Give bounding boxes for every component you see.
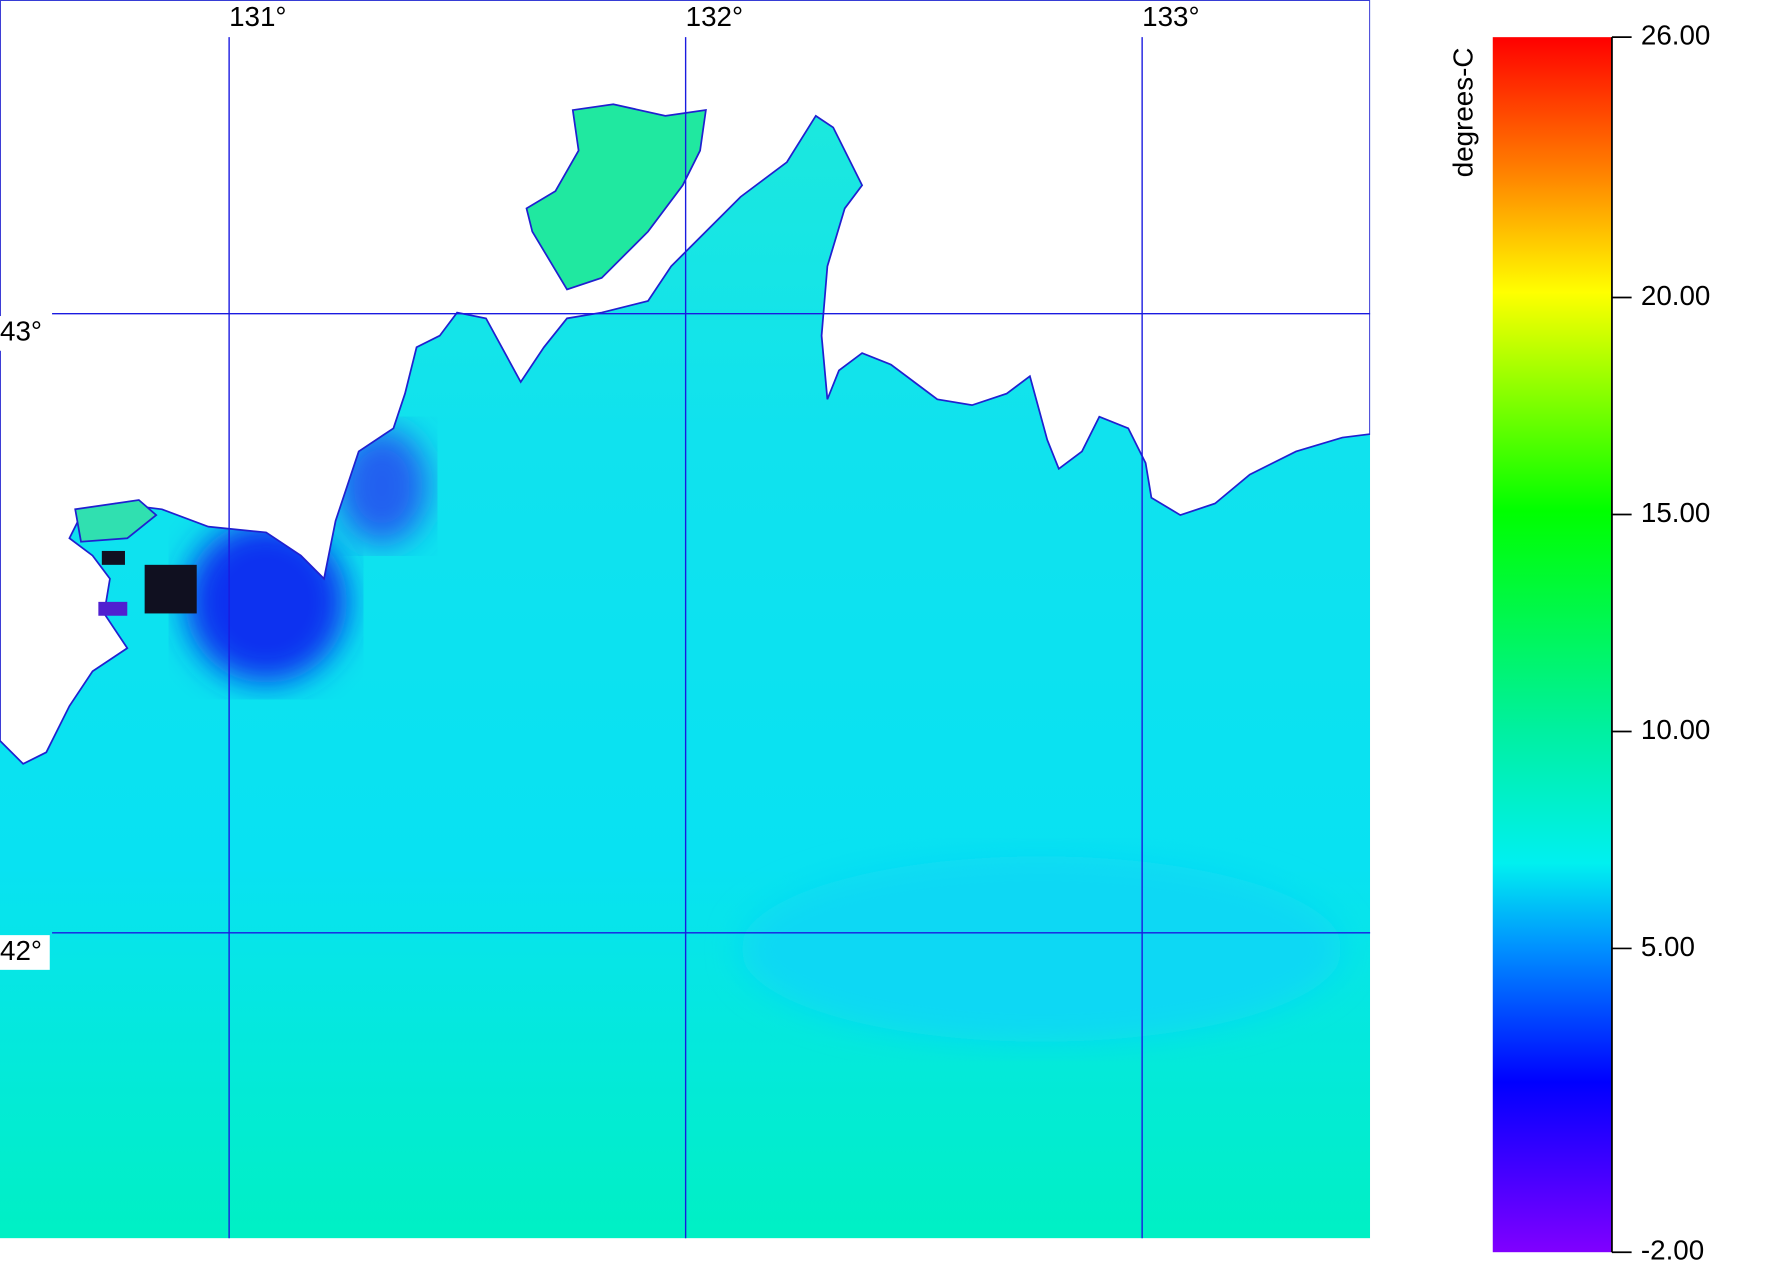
colorbar-tick-label: 10.00 <box>1641 714 1710 745</box>
bay <box>525 103 707 291</box>
graticule: 131° 132° 133° 43° 42° <box>0 1 1371 1239</box>
colorbar-tick-label: 5.00 <box>1641 931 1695 962</box>
cold-water <box>335 428 429 545</box>
colorbar-title: degrees-C <box>1447 48 1478 178</box>
colorbar-tick-label: 26.00 <box>1641 19 1710 50</box>
lat-label: 42° <box>0 935 42 966</box>
lon-label: 132° <box>686 1 743 32</box>
no-data <box>144 564 197 614</box>
lon-label: 133° <box>1142 1 1199 32</box>
colorbar-tick-label: -2.00 <box>1641 1235 1704 1266</box>
lat-label: 43° <box>0 316 42 347</box>
no-data <box>101 550 125 565</box>
colorbar-tick-label: 20.00 <box>1641 280 1710 311</box>
colorbar <box>1492 37 1612 1253</box>
bay <box>74 499 158 543</box>
cool-water <box>740 856 1343 1042</box>
lat-label-bg <box>0 935 50 970</box>
colorbar-tick-label: 15.00 <box>1641 497 1710 528</box>
no-data <box>98 601 128 616</box>
lat-label-bg <box>0 316 50 351</box>
lon-label: 131° <box>229 1 286 32</box>
